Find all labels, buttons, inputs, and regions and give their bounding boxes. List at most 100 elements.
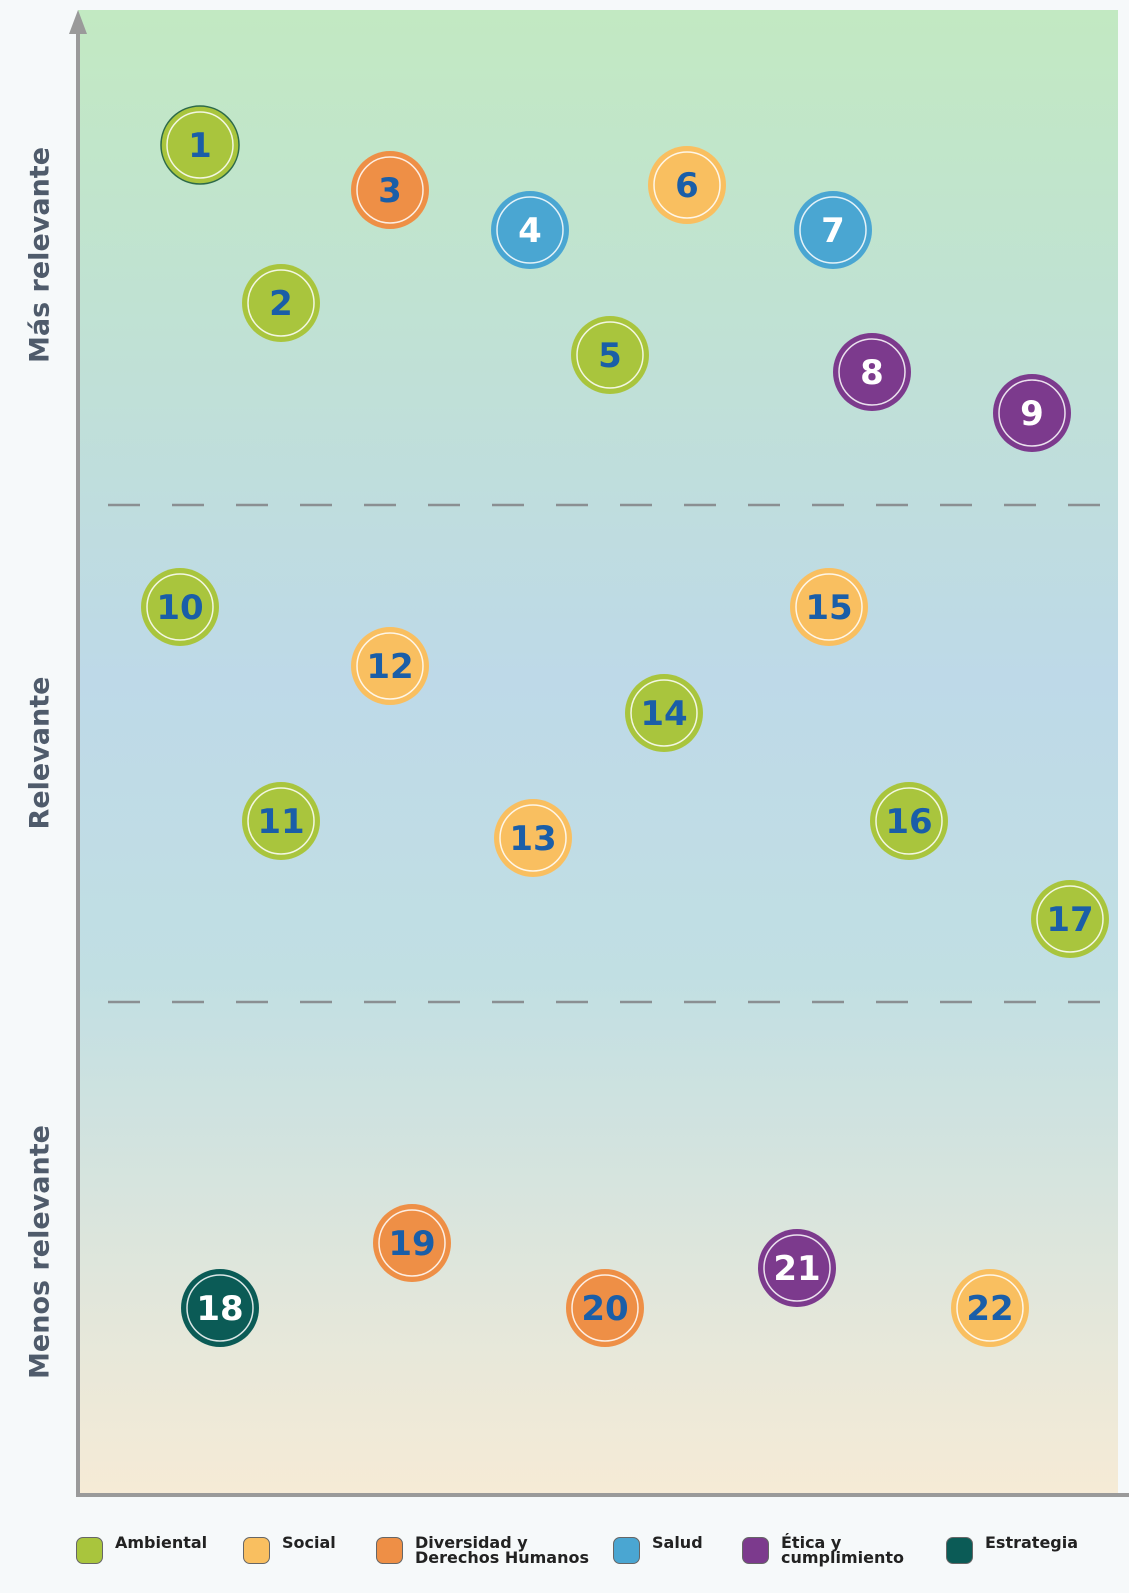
legend-item: Ética y cumplimiento [742, 1533, 932, 1567]
node: 7 [794, 191, 872, 269]
node-ring [799, 196, 867, 264]
node-circle [993, 374, 1071, 452]
node-circle [373, 1204, 451, 1282]
node-ring [378, 1209, 446, 1277]
node-label: 2 [269, 284, 293, 324]
legend-item: Ambiental [76, 1535, 226, 1564]
node-ring [763, 1234, 831, 1302]
node-ring [186, 1274, 254, 1342]
legend-swatch [742, 1537, 769, 1564]
node: 11 [242, 782, 320, 860]
legend-swatch [376, 1537, 403, 1564]
node-circle [351, 627, 429, 705]
legend-item: Estrategia [946, 1535, 1116, 1564]
legend-item: Social [243, 1535, 363, 1564]
node-circle [242, 782, 320, 860]
legend-item: Diversidad y Derechos Humanos [376, 1533, 606, 1567]
node: 19 [373, 1204, 451, 1282]
node: 9 [993, 374, 1071, 452]
node-ring [571, 1274, 639, 1342]
node-circle [794, 191, 872, 269]
zone-label: Relevante [25, 677, 56, 830]
node-circle [758, 1229, 836, 1307]
node-circle [951, 1269, 1029, 1347]
legend-label: Salud [652, 1533, 703, 1552]
node-ring [998, 379, 1066, 447]
node: 6 [648, 146, 726, 224]
node-ring [1036, 885, 1104, 953]
node-label: 3 [378, 171, 402, 211]
node-circle [790, 568, 868, 646]
node-label: 18 [196, 1289, 243, 1329]
node-ring [247, 787, 315, 855]
zone-label: Más relevante [25, 147, 56, 363]
zone-label: Menos relevante [25, 1125, 56, 1379]
legend-swatch [613, 1537, 640, 1564]
node-ring [496, 196, 564, 264]
node-circle [870, 782, 948, 860]
node-circle [1031, 880, 1109, 958]
y-arrow [69, 10, 87, 34]
node: 18 [181, 1269, 259, 1347]
node-label: 6 [675, 166, 699, 206]
node: 5 [571, 316, 649, 394]
node-circle [491, 191, 569, 269]
node-circle [566, 1269, 644, 1347]
legend-swatch [76, 1537, 103, 1564]
node-label: 11 [257, 802, 304, 842]
node: 1 [160, 105, 240, 185]
node-label: 9 [1020, 394, 1044, 434]
legend-label: Diversidad y Derechos Humanos [415, 1533, 589, 1567]
node-ring [653, 151, 721, 219]
node: 14 [625, 674, 703, 752]
node-ring [499, 804, 567, 872]
node: 13 [494, 799, 572, 877]
legend-label: Social [282, 1533, 336, 1552]
node-label: 15 [805, 588, 852, 628]
legend-label: Estrategia [985, 1533, 1079, 1552]
legend-swatch [946, 1537, 973, 1564]
legend-item: Salud [613, 1535, 723, 1564]
node: 4 [491, 191, 569, 269]
node-circle [141, 568, 219, 646]
node-circle [625, 674, 703, 752]
node-label: 16 [885, 802, 932, 842]
node-label: 4 [518, 211, 542, 251]
node-label: 8 [860, 353, 884, 393]
node-ring [247, 269, 315, 337]
node-ring [875, 787, 943, 855]
node-ring [356, 632, 424, 700]
node-circle [648, 146, 726, 224]
node-label: 5 [598, 336, 622, 376]
node-ring [576, 321, 644, 389]
legend-swatch [243, 1537, 270, 1564]
node-ring [146, 573, 214, 641]
node-label: 22 [966, 1289, 1013, 1329]
node-ring [356, 156, 424, 224]
node: 12 [351, 627, 429, 705]
node-label: 17 [1046, 900, 1093, 940]
node: 8 [833, 333, 911, 411]
plot-background [78, 10, 1118, 1495]
node-label: 7 [821, 211, 845, 251]
node-ring [166, 111, 234, 179]
node: 15 [790, 568, 868, 646]
node: 10 [141, 568, 219, 646]
node: 16 [870, 782, 948, 860]
node-label: 10 [156, 588, 203, 628]
node-label: 1 [188, 126, 212, 166]
node: 22 [951, 1269, 1029, 1347]
node-circle [833, 333, 911, 411]
node-circle [571, 316, 649, 394]
node: 21 [758, 1229, 836, 1307]
node-ring [956, 1274, 1024, 1342]
legend-label: Ética y cumplimiento [781, 1533, 905, 1567]
node: 17 [1031, 880, 1109, 958]
node-circle [160, 105, 240, 185]
node-ring [630, 679, 698, 747]
node-ring [795, 573, 863, 641]
node-circle [242, 264, 320, 342]
